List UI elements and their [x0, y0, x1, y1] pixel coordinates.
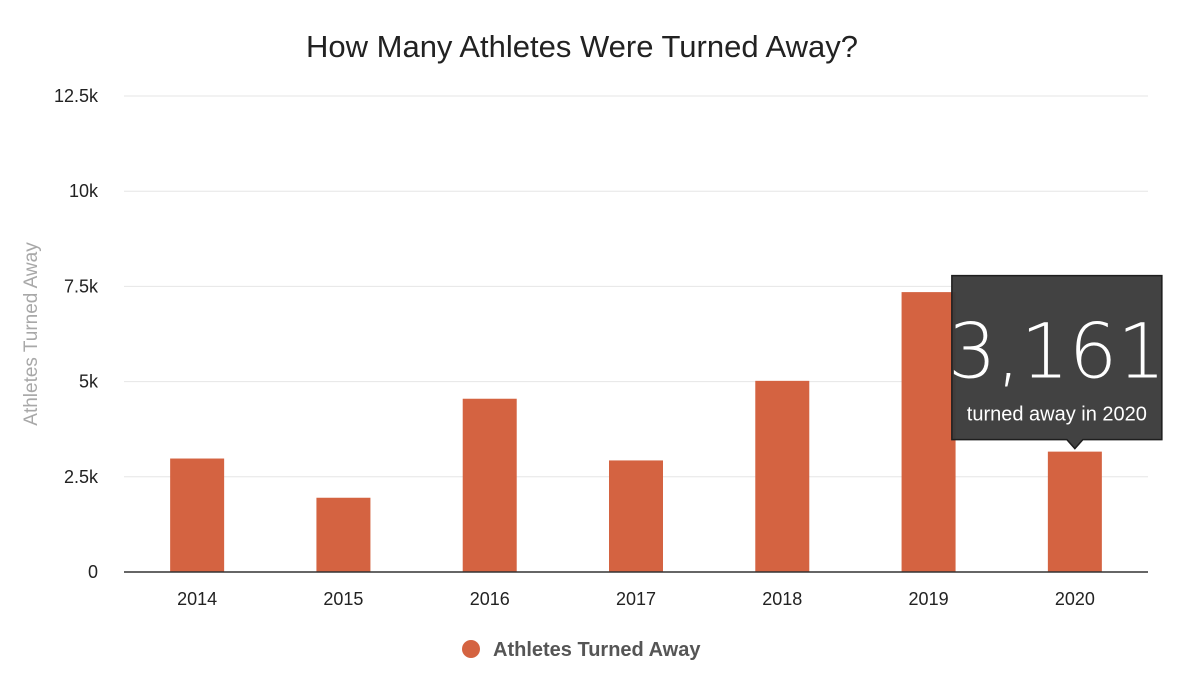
- y-axis-label: Athletes Turned Away: [21, 242, 42, 426]
- bars: [170, 292, 1102, 572]
- x-tick-label: 2017: [616, 589, 656, 609]
- y-tick-label: 2.5k: [64, 467, 99, 487]
- y-tick-label: 5k: [79, 372, 99, 392]
- tooltip-caption: turned away in 2020: [967, 404, 1147, 426]
- x-tick-label: 2015: [323, 589, 363, 609]
- bar-2018[interactable]: [755, 380, 810, 572]
- y-axis-ticks: 0 2.5k 5k 7.5k 10k 12.5k: [54, 86, 99, 582]
- bar-2015[interactable]: [316, 497, 371, 572]
- legend-swatch[interactable]: [462, 640, 480, 658]
- x-tick-label: 2020: [1055, 589, 1095, 609]
- bar-2019[interactable]: [901, 292, 956, 572]
- bar-2020[interactable]: [1047, 451, 1102, 572]
- bar-2016[interactable]: [462, 398, 517, 572]
- chart-title: How Many Athletes Were Turned Away?: [306, 29, 858, 64]
- x-tick-label: 2016: [470, 589, 510, 609]
- y-tick-label: 12.5k: [54, 86, 99, 106]
- y-tick-label: 7.5k: [64, 276, 99, 296]
- tooltip-box: [951, 274, 1163, 450]
- bar-2017[interactable]: [609, 460, 663, 572]
- y-tick-label: 0: [88, 562, 98, 582]
- y-tick-label: 10k: [69, 181, 99, 201]
- x-tick-label: 2018: [762, 589, 802, 609]
- tooltip: 3,161 turned away in 2020: [948, 274, 1166, 450]
- legend[interactable]: Athletes Turned Away: [462, 639, 701, 661]
- legend-label[interactable]: Athletes Turned Away: [493, 639, 701, 661]
- tooltip-value: 3,161: [948, 307, 1166, 396]
- x-tick-label: 2014: [177, 589, 217, 609]
- x-axis-ticks: 2014 2015 2016 2017 2018 2019 2020: [177, 589, 1095, 609]
- bar-2014[interactable]: [170, 458, 225, 572]
- x-tick-label: 2019: [909, 589, 949, 609]
